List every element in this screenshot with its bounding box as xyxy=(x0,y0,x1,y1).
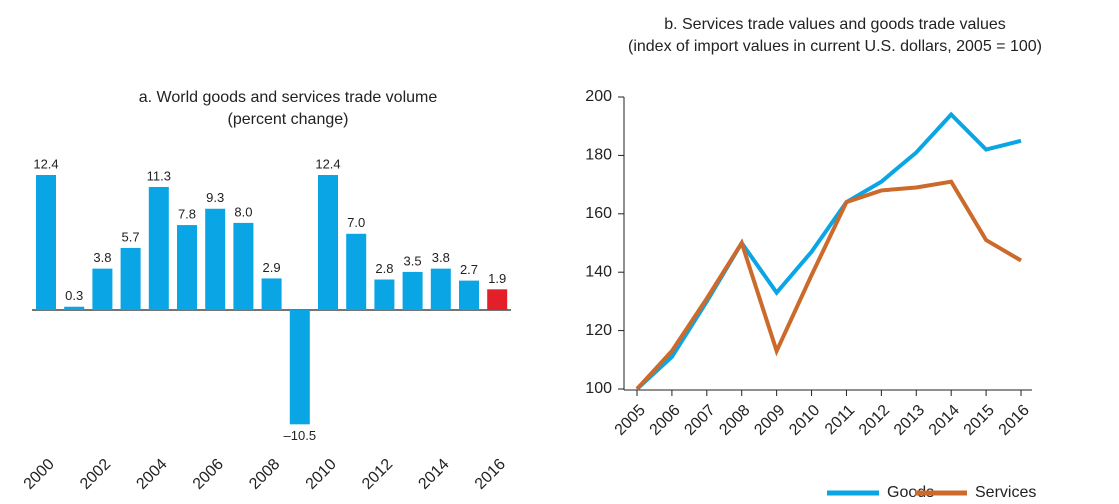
x-tick-label: 2010 xyxy=(786,402,823,439)
legend-label: Goods xyxy=(887,484,934,501)
bar xyxy=(289,310,310,425)
bar xyxy=(120,247,141,310)
y-tick-label: 160 xyxy=(585,205,612,222)
bar xyxy=(346,233,367,310)
value-label: 3.5 xyxy=(404,253,422,268)
x-tick-label: 2014 xyxy=(926,402,963,439)
legend-label: Services xyxy=(975,484,1036,501)
value-label: 0.3 xyxy=(65,288,83,303)
value-label: 7.0 xyxy=(347,215,365,230)
value-label: 12.4 xyxy=(315,156,340,171)
bar xyxy=(374,279,395,310)
y-tick-label: 180 xyxy=(585,147,612,164)
x-tick-label: 2015 xyxy=(961,402,998,439)
x-tick-label: 2002 xyxy=(77,456,114,493)
bar xyxy=(402,271,423,310)
chart-subtitle: (index of import values in current U.S. … xyxy=(628,38,1042,55)
bar xyxy=(177,225,197,310)
value-label: 2.8 xyxy=(375,261,393,276)
value-label: 11.3 xyxy=(147,168,171,183)
bar xyxy=(64,306,85,310)
line xyxy=(635,111,1022,391)
value-label: 7.8 xyxy=(178,207,196,222)
value-label: –10.5 xyxy=(284,428,317,443)
chart-title: a. World goods and services trade volume xyxy=(139,89,438,106)
value-label: 9.3 xyxy=(206,190,224,205)
x-tick-label: 2008 xyxy=(246,456,283,493)
bar xyxy=(148,186,169,310)
value-label: 2.7 xyxy=(460,262,478,277)
bar xyxy=(318,175,338,310)
x-tick-label: 2008 xyxy=(716,402,753,439)
y-tick-label: 120 xyxy=(585,322,612,339)
value-label: 5.7 xyxy=(122,229,140,244)
y-tick-label: 200 xyxy=(585,88,612,105)
chart-title: b. Services trade values and goods trade… xyxy=(664,16,1006,33)
chart-subtitle: (percent change) xyxy=(228,111,349,128)
y-tick-label: 140 xyxy=(585,263,612,280)
x-tick-label: 2005 xyxy=(612,402,649,439)
x-tick-label: 2011 xyxy=(822,402,858,438)
x-tick-label: 2016 xyxy=(996,402,1033,439)
bar xyxy=(233,222,254,310)
x-tick-label: 2013 xyxy=(891,402,928,439)
bar xyxy=(92,268,113,310)
x-tick-label: 2006 xyxy=(190,456,227,493)
bar xyxy=(430,268,451,310)
x-tick-label: 2007 xyxy=(681,402,718,439)
line xyxy=(635,179,1023,391)
x-tick-label: 2010 xyxy=(303,456,340,493)
value-label: 3.8 xyxy=(93,250,111,265)
x-tick-label: 2000 xyxy=(21,456,58,493)
bar xyxy=(261,278,282,310)
bar xyxy=(459,280,479,310)
value-label: 3.8 xyxy=(432,250,450,265)
x-tick-label: 2004 xyxy=(133,456,170,493)
bar xyxy=(36,175,56,310)
x-tick-label: 2016 xyxy=(472,456,509,493)
y-tick-label: 100 xyxy=(585,380,612,397)
value-label: 8.0 xyxy=(234,204,252,219)
x-tick-label: 2006 xyxy=(647,402,684,439)
x-tick-label: 2014 xyxy=(415,456,452,493)
x-tick-label: 2012 xyxy=(359,456,396,493)
x-tick-label: 2012 xyxy=(856,402,893,439)
value-label: 2.9 xyxy=(263,260,281,275)
bar xyxy=(205,208,226,310)
bar xyxy=(487,289,508,310)
value-label: 1.9 xyxy=(488,271,506,286)
x-tick-label: 2009 xyxy=(751,402,788,439)
value-label: 12.4 xyxy=(33,156,58,171)
